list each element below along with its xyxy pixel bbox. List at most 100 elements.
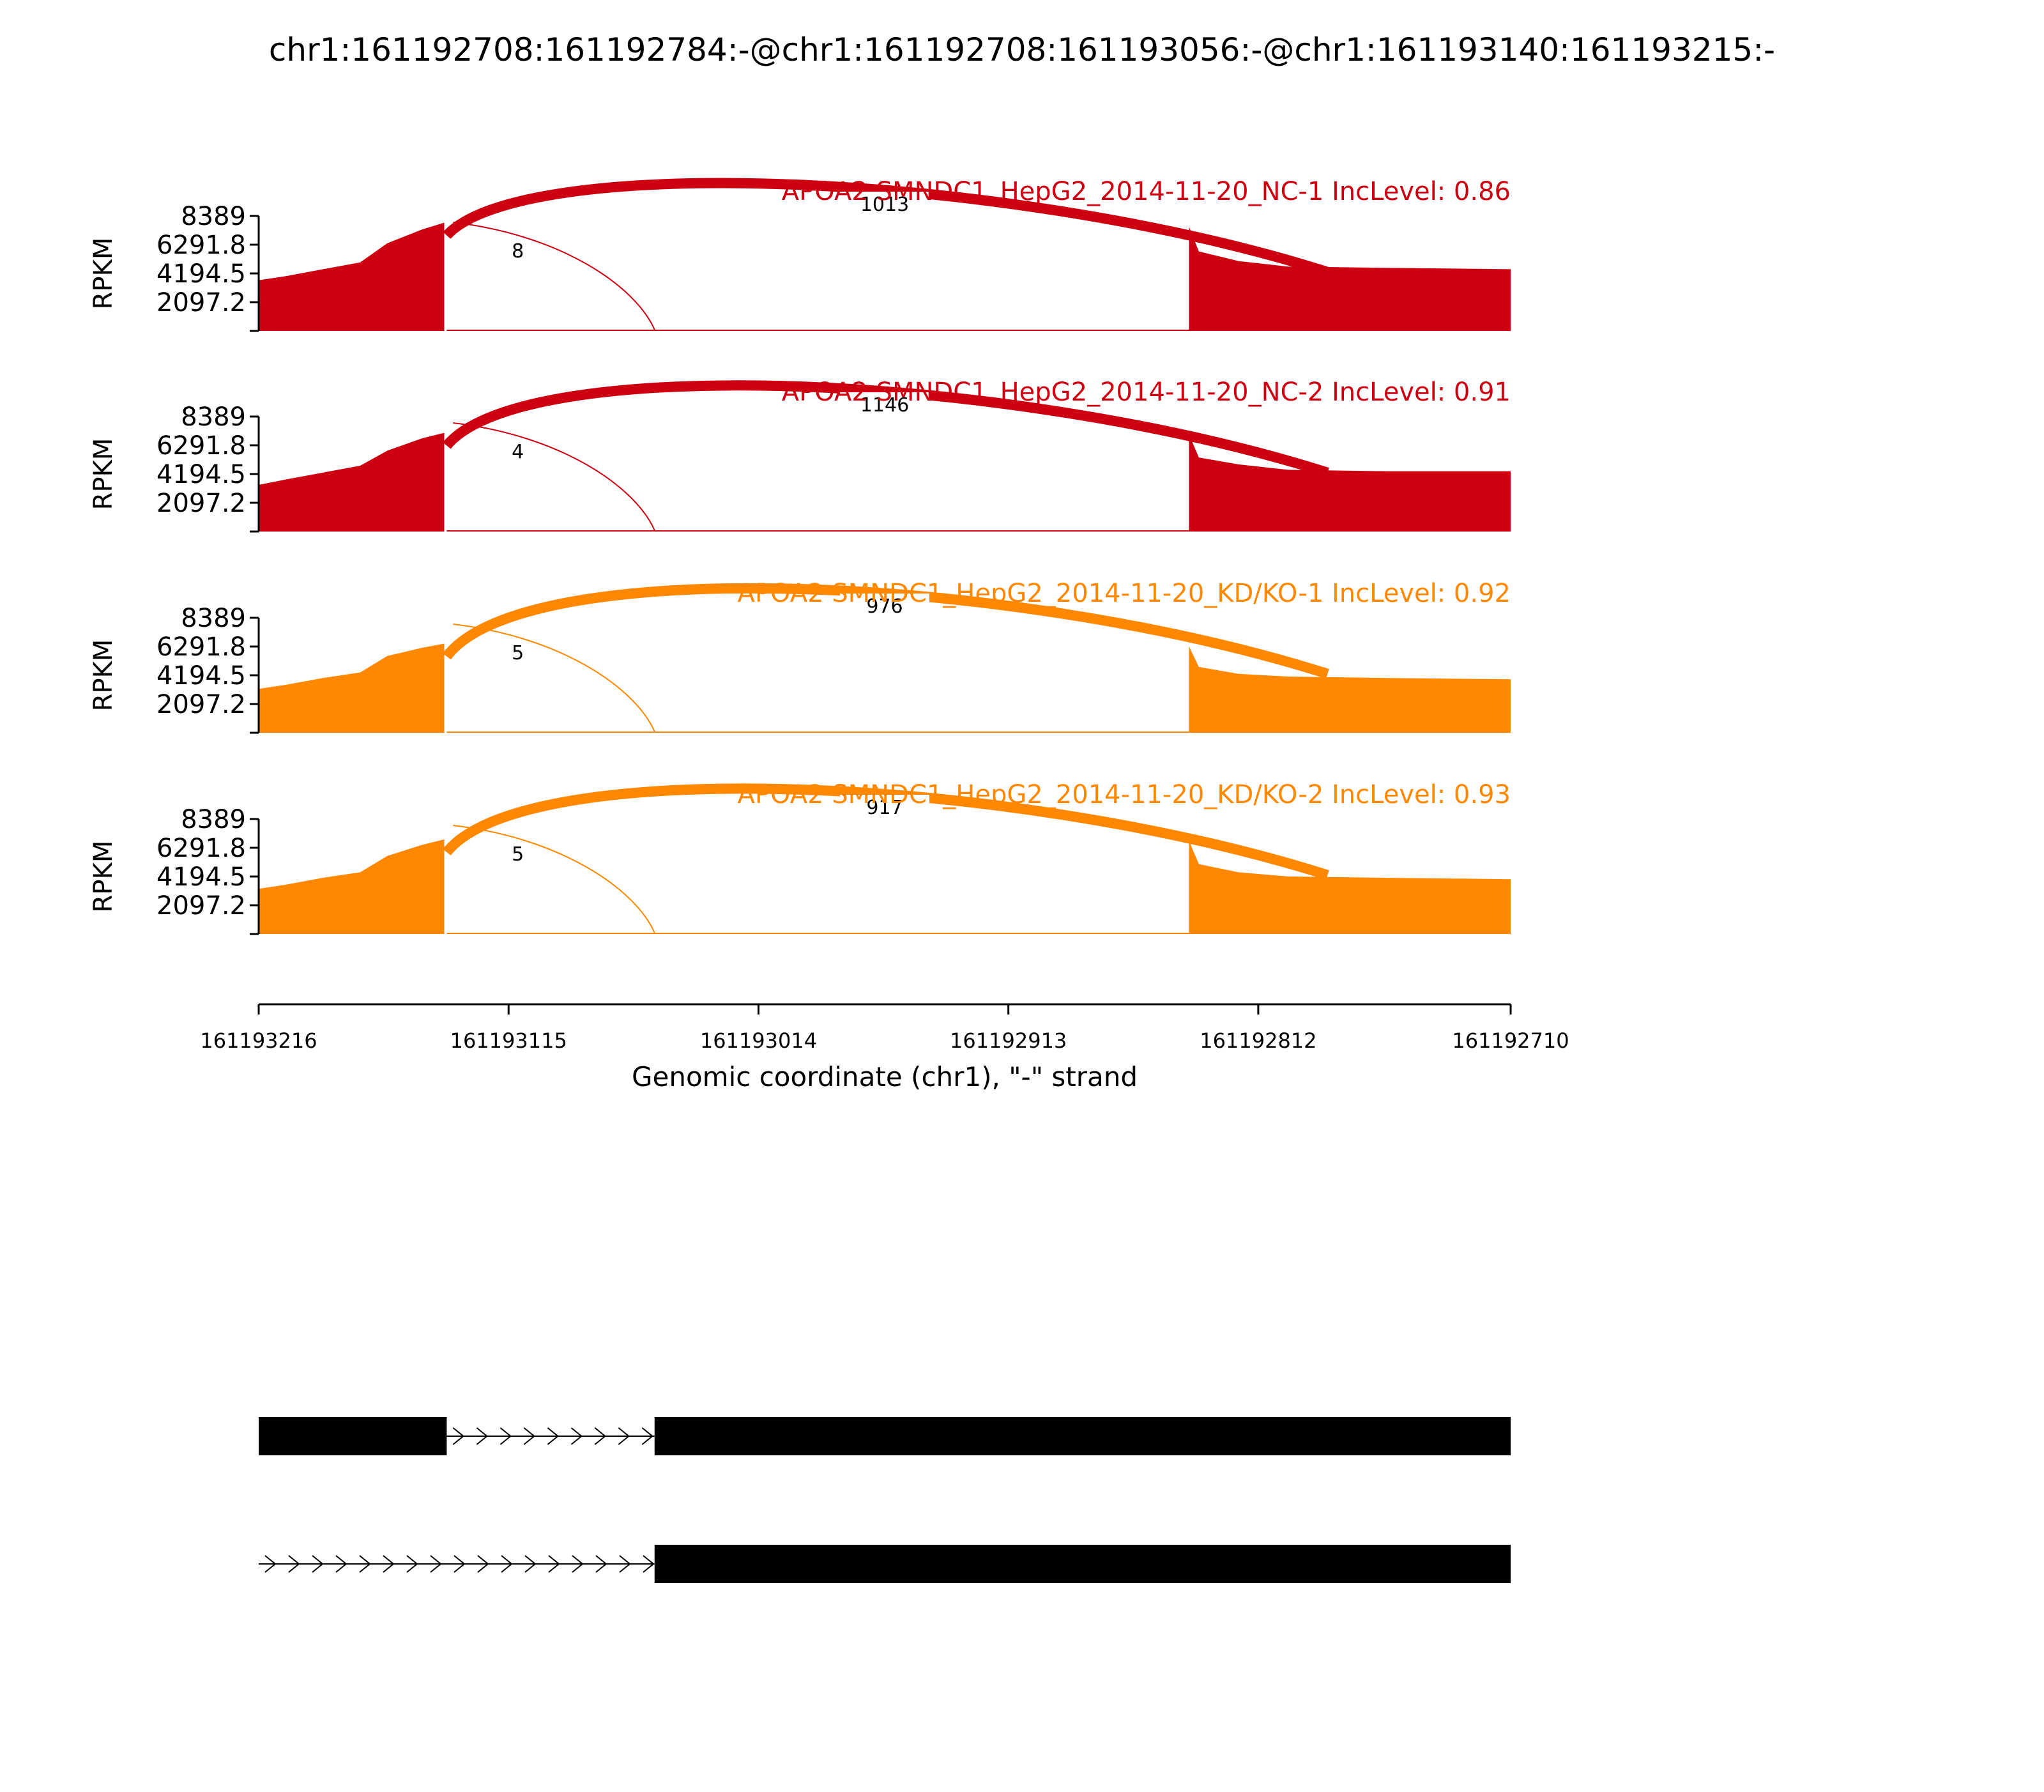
intron-direction-chevron [359, 1555, 371, 1573]
intron-direction-chevron [430, 1555, 442, 1573]
y-tick-label: 4194.5 [156, 862, 246, 892]
y-tick-label: 2097.2 [156, 288, 246, 318]
coverage-area-exon2 [1189, 841, 1511, 934]
y-axis-label: RPKM [89, 841, 118, 913]
y-tick-label: 6291.8 [156, 231, 246, 260]
x-axis-label: Genomic coordinate (chr1), "-" strand [632, 1061, 1138, 1092]
track-title: APOA2 SMNDC1_HepG2_2014-11-20_KD/KO-2 In… [737, 780, 1511, 809]
intron-direction-chevron [548, 1555, 560, 1573]
junction-arc-inclusion [443, 380, 1329, 478]
y-tick-label: 2097.2 [156, 489, 246, 518]
junction-count-skip: 8 [512, 240, 524, 263]
y-tick-label: 4194.5 [156, 259, 246, 289]
x-axis: 161193216 161193115 161193014 161192913 1611… [200, 1003, 1569, 1053]
intron-direction-chevron [643, 1555, 655, 1573]
coverage-area-exon1 [259, 222, 445, 331]
isoform-model [259, 1417, 1511, 1455]
coverage-area-exon2 [1189, 226, 1511, 331]
track-title: APOA2 SMNDC1_HepG2_2014-11-20_KD/KO-1 In… [737, 579, 1511, 608]
junction-arc-skip [453, 222, 655, 330]
intron-direction-chevron [523, 1427, 535, 1445]
junction-label-background [840, 192, 929, 217]
intron-direction-chevron [264, 1555, 277, 1573]
intron-direction-chevron [288, 1555, 300, 1573]
exon-block [654, 1417, 1511, 1455]
junction-arc-skip [453, 422, 655, 531]
y-tick-label: 6291.8 [156, 632, 246, 662]
x-tick-label: 161193014 [700, 1029, 817, 1053]
intron-direction-chevron [476, 1427, 488, 1445]
x-tick-label: 161193216 [200, 1029, 317, 1053]
isoform-model [259, 1545, 1511, 1583]
y-tick-label: 6291.8 [156, 431, 246, 461]
track-title: APOA2 SMNDC1_HepG2_2014-11-20_NC-2 IncLe… [782, 378, 1511, 407]
isoform-structures [259, 1417, 1511, 1583]
coverage-area-exon2 [1189, 434, 1511, 532]
intron-direction-chevron [618, 1427, 630, 1445]
intron-direction-chevron [524, 1555, 537, 1573]
y-tick-label: 2097.2 [156, 690, 246, 719]
intron-direction-chevron [641, 1427, 653, 1445]
track-title: APOA2 SMNDC1_HepG2_2014-11-20_NC-1 IncLe… [782, 177, 1511, 206]
y-tick-label: 8389 [181, 202, 246, 231]
intron-direction-chevron [619, 1555, 631, 1573]
y-axis-label: RPKM [89, 238, 118, 310]
junction-count-skip: 4 [512, 441, 524, 463]
junction-count-skip: 5 [512, 843, 524, 866]
intron-direction-chevron [572, 1555, 584, 1573]
intron-direction-chevron [383, 1555, 395, 1573]
exon-block [259, 1417, 447, 1455]
intron-direction-chevron [500, 1427, 512, 1445]
y-tick-label: 8389 [181, 805, 246, 834]
intron-direction-chevron [312, 1555, 324, 1573]
intron-direction-chevron [452, 1427, 464, 1445]
exon-block [654, 1545, 1511, 1583]
y-axis-label: RPKM [89, 438, 118, 510]
intron-direction-chevron [595, 1555, 607, 1573]
coverage-area-exon1 [259, 643, 445, 733]
x-tick-label: 161192710 [1452, 1029, 1569, 1053]
x-tick-label: 161192913 [950, 1029, 1067, 1053]
junction-count-inclusion: 1146 [860, 394, 909, 417]
x-tick-label: 161192812 [1200, 1029, 1316, 1053]
y-tick-label: 2097.2 [156, 891, 246, 921]
intron-direction-chevron [335, 1555, 347, 1573]
coverage-area-exon1 [259, 433, 445, 532]
chart-title: chr1:161192708:161192784:-@chr1:16119270… [269, 31, 1775, 68]
junction-arc-inclusion [443, 783, 1329, 880]
junction-label-background [840, 795, 929, 820]
y-tick-label: 6291.8 [156, 834, 246, 863]
y-tick-label: 4194.5 [156, 460, 246, 489]
y-tick-label: 4194.5 [156, 661, 246, 691]
junction-count-inclusion: 917 [866, 797, 903, 819]
y-axis-label: RPKM [89, 639, 118, 712]
intron-direction-chevron [477, 1555, 489, 1573]
coverage-area-exon1 [259, 839, 445, 934]
junction-arc-skip [453, 825, 655, 933]
y-tick-label: 8389 [181, 604, 246, 633]
coverage-area-exon2 [1189, 646, 1511, 733]
intron-direction-chevron [547, 1427, 559, 1445]
intron-direction-chevron [501, 1555, 513, 1573]
intron-direction-chevron [570, 1427, 583, 1445]
y-tick-label: 8389 [181, 402, 246, 432]
intron-direction-chevron [454, 1555, 466, 1573]
junction-label-background [840, 392, 929, 418]
junction-label-background [840, 594, 929, 619]
junction-count-inclusion: 1013 [860, 194, 909, 216]
junction-arc-inclusion [443, 178, 1329, 277]
intron-direction-chevron [594, 1427, 606, 1445]
junction-count-skip: 5 [512, 642, 524, 664]
x-tick-label: 161193115 [450, 1029, 567, 1053]
junction-arc-skip [453, 624, 655, 732]
intron-direction-chevron [406, 1555, 418, 1573]
junction-count-inclusion: 976 [866, 595, 903, 618]
junction-arc-inclusion [442, 583, 1329, 679]
